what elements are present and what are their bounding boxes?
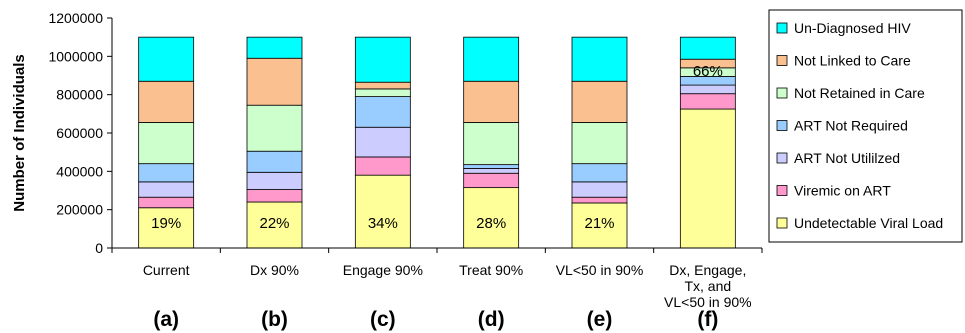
bar-segment [354, 88, 411, 97]
bar-segment [354, 36, 411, 83]
bar-segment [138, 122, 195, 165]
legend-label: Undetectable Viral Load [794, 215, 943, 231]
y-tick-label: 600000 [56, 125, 103, 141]
bars: 19% 22% 34% 28% 21% 66% [138, 36, 736, 249]
bar-segment [246, 36, 303, 59]
x-tick-label: Current [143, 262, 190, 278]
bar-segment [679, 36, 736, 60]
bar-data-label: 19% [151, 215, 181, 232]
bar-segment [354, 81, 411, 90]
bar-segment [571, 202, 628, 249]
panel-label: (c) [370, 308, 396, 331]
panel-label: (b) [261, 308, 288, 331]
bar-data-label: 28% [476, 215, 506, 232]
legend-swatch [776, 55, 788, 66]
bar-segment [246, 201, 303, 249]
x-tick-label: Dx 90% [250, 262, 299, 278]
bar-segment [354, 126, 411, 158]
bar-segment [138, 207, 195, 249]
bar-segment [571, 80, 628, 123]
bar-segment [463, 122, 520, 166]
bar-segment [138, 181, 195, 198]
legend: Un-Diagnosed HIV Not Linked to Care Not Re… [768, 9, 963, 243]
bar-segment [679, 84, 736, 95]
panel-label: (d) [478, 308, 505, 331]
bar-segment [679, 93, 736, 110]
panel-label: (f) [697, 308, 718, 331]
legend-label: Not Retained in Care [794, 85, 925, 101]
x-tick-label: VL<50 in 90% [556, 262, 644, 278]
panel-label: (a) [153, 308, 179, 331]
bar-data-label: 21% [584, 215, 614, 232]
bar-segment [463, 187, 520, 249]
x-tick-label: Engage 90% [343, 262, 423, 278]
bar-segment [571, 163, 628, 183]
bar-segment [354, 96, 411, 128]
bar-segment [354, 156, 411, 176]
bar-segment [463, 172, 520, 189]
y-tick-label: 1000000 [48, 48, 103, 64]
legend-swatch [776, 152, 788, 164]
bar-segment [571, 122, 628, 165]
bar-segment [463, 80, 520, 123]
bar-segment [246, 104, 303, 152]
legend-swatch [776, 87, 788, 99]
legend-label: Viremic on ART [794, 183, 891, 199]
y-tick-label: 200000 [56, 202, 103, 218]
legend-label: ART Not Required [794, 118, 908, 134]
bar-segment [571, 196, 628, 204]
y-axis-title: Number of Individuals [11, 54, 28, 212]
bar-segment [138, 196, 195, 209]
bar-segment [138, 163, 195, 183]
bar-data-label: 34% [368, 215, 398, 232]
bar-segment [463, 168, 520, 174]
bar-segment [354, 174, 411, 249]
legend-swatch [776, 22, 788, 34]
bar-data-label: 22% [259, 215, 289, 232]
bar-data-label: 66% [693, 63, 723, 80]
legend-swatch [776, 120, 788, 131]
x-axis: Current (a) Dx 90% (b) Engage 90% (c) Treat 90… [111, 247, 763, 331]
bar-segment [571, 181, 628, 198]
panel-label: (e) [587, 308, 613, 331]
bar-segment [138, 36, 195, 82]
bar-segment [679, 108, 736, 249]
legend-swatch [776, 185, 788, 196]
y-tick-label: 0 [95, 240, 103, 256]
bar-segment [246, 57, 303, 106]
bar-segment [246, 171, 303, 190]
bar-segment [246, 150, 303, 173]
y-tick-label: 400000 [56, 163, 103, 179]
legend-label: Un-Diagnosed HIV [794, 20, 911, 36]
y-tick-label: 800000 [56, 87, 103, 103]
legend-swatch [776, 217, 788, 229]
x-tick-label: Dx, Engage, Tx, and VL<50 in 90% [664, 262, 752, 310]
bar-segment [463, 164, 520, 169]
legend-label: Not Linked to Care [794, 53, 911, 69]
y-axis: 0 200000 400000 600000 800000 1000000 1200000 [48, 10, 113, 256]
bar-segment [246, 189, 303, 203]
bar-segment [463, 36, 520, 82]
bar-segment [571, 36, 628, 82]
legend-box [768, 9, 963, 243]
y-tick-label: 1200000 [48, 10, 103, 26]
legend-label: ART Not Utililzed [794, 150, 900, 166]
x-tick-label: Treat 90% [459, 262, 523, 278]
bar-segment [138, 80, 195, 123]
